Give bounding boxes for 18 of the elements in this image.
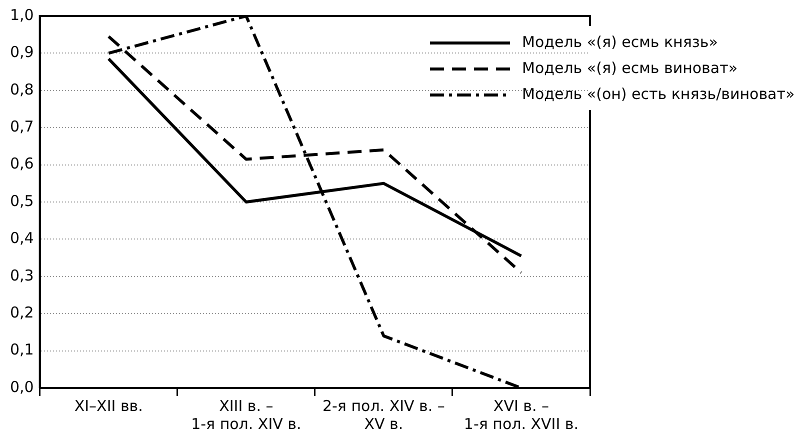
x-tick-label: XI–XII вв. [74,396,143,415]
y-tick-label: 0,9 [10,43,34,62]
text: Модель «(он) есть князь/виноват» [522,84,795,103]
y-tick-label: 0,1 [10,340,34,359]
y-tick-label: 0,2 [10,303,34,322]
y-tick-label: 0,8 [10,80,34,98]
y-tick-label: 0,5 [10,192,34,210]
y-tick-label: 0,7 [10,117,34,136]
y-tick-label: 0,0 [10,378,34,396]
text: Модель «(я) есмь князь» [522,32,718,51]
x-tick-label: XVI в. – 1-я пол. XVII в. [464,396,579,433]
y-tick-label: 1,0 [10,6,34,24]
x-tick-label: XIII в. – 1-я пол. XIV в. [191,396,302,433]
y-tick-label: 0,4 [10,229,34,248]
y-tick-label: 0,6 [10,154,34,173]
text: Модель «(я) есмь виноват» [522,58,738,77]
x-tick-label: 2-я пол. XIV в. – XV в. [322,396,445,433]
y-tick-label: 0,3 [10,266,34,284]
